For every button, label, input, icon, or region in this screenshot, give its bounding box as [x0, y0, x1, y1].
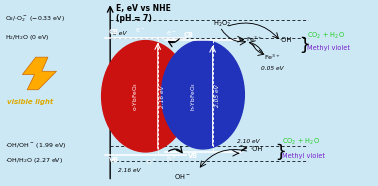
- Text: 0.05 eV: 0.05 eV: [262, 65, 284, 70]
- Text: O$_2$/·O$_2^-$ (−0.33 eV): O$_2$/·O$_2^-$ (−0.33 eV): [5, 15, 65, 24]
- Text: o-YbFeO$_3$: o-YbFeO$_3$: [131, 82, 140, 111]
- Text: {: {: [296, 33, 307, 51]
- Text: E, eV vs NHE
(pH = 7): E, eV vs NHE (pH = 7): [116, 4, 171, 23]
- Text: 2.16 eV: 2.16 eV: [160, 85, 165, 108]
- Text: visible light: visible light: [6, 99, 53, 105]
- Text: e$^-$: e$^-$: [166, 29, 177, 38]
- Text: CO$_2$ + H$_2$O: CO$_2$ + H$_2$O: [307, 30, 344, 41]
- Text: VB: VB: [109, 157, 119, 163]
- Text: Fe$^{3+}$: Fe$^{3+}$: [264, 52, 280, 62]
- Text: ·OH/OH$^-$ (1.99 eV): ·OH/OH$^-$ (1.99 eV): [5, 141, 67, 150]
- Text: CO$_2$ + H$_2$O: CO$_2$ + H$_2$O: [282, 137, 320, 147]
- Text: ·OH/H$_2$O (2.27 eV): ·OH/H$_2$O (2.27 eV): [5, 156, 64, 165]
- Text: Fe$^{2+}$: Fe$^{2+}$: [246, 35, 262, 44]
- Text: H$_2$O$_2$: H$_2$O$_2$: [214, 18, 231, 29]
- Text: CB: CB: [109, 29, 119, 36]
- Text: {: {: [271, 140, 283, 158]
- Text: OH$^-$: OH$^-$: [174, 171, 191, 181]
- Text: Methyl violet: Methyl violet: [282, 153, 325, 159]
- Text: e$^-$: e$^-$: [135, 27, 145, 36]
- Text: h$^+$: h$^+$: [166, 153, 177, 163]
- Text: h$^+$: h$^+$: [146, 157, 156, 167]
- Text: 0 eV: 0 eV: [113, 31, 126, 36]
- Text: 2.10 eV: 2.10 eV: [237, 139, 260, 144]
- Text: 2.16 eV: 2.16 eV: [118, 168, 141, 173]
- Text: ·OH: ·OH: [280, 37, 292, 43]
- Text: CB: CB: [183, 32, 193, 38]
- Text: h-YbFeO$_3$: h-YbFeO$_3$: [189, 81, 198, 110]
- Text: Methyl violet: Methyl violet: [307, 45, 350, 52]
- Text: 2.05 eV: 2.05 eV: [215, 85, 220, 107]
- Text: VB: VB: [188, 153, 198, 159]
- Text: ·OH: ·OH: [251, 146, 263, 153]
- Ellipse shape: [161, 40, 244, 149]
- Polygon shape: [22, 57, 56, 90]
- Ellipse shape: [102, 41, 189, 152]
- Text: H$_2$/H$_2$O (0 eV): H$_2$/H$_2$O (0 eV): [5, 33, 50, 42]
